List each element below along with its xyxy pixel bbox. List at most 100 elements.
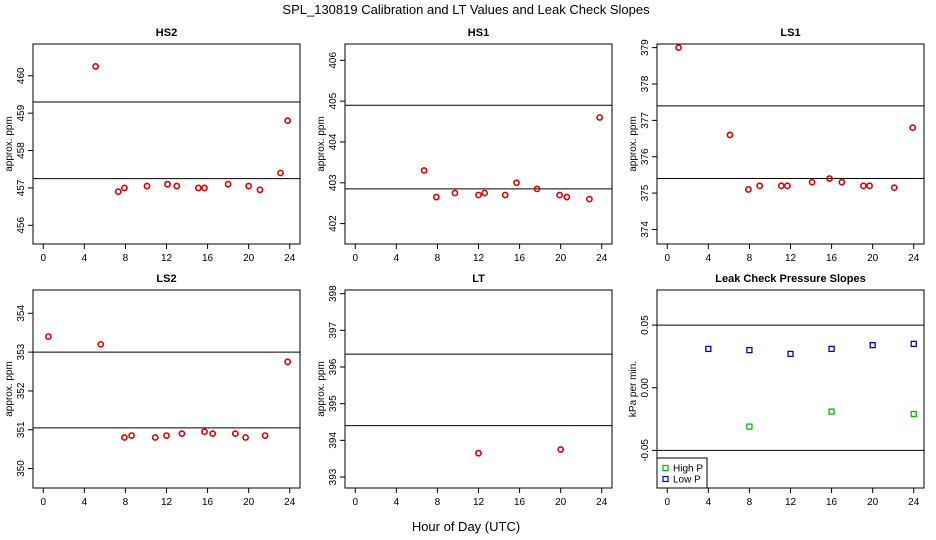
data-point bbox=[838, 178, 846, 186]
y-axis-label: approx. ppm bbox=[316, 361, 327, 417]
y-tick-label: 395 bbox=[328, 395, 339, 412]
x-tick-label: 24 bbox=[284, 497, 296, 508]
x-tick-label: 16 bbox=[826, 497, 838, 508]
y-tick-label: 0.05 bbox=[640, 315, 651, 335]
y-tick-label: 351 bbox=[16, 421, 27, 438]
x-tick-label: 4 bbox=[82, 497, 88, 508]
data-point bbox=[869, 341, 876, 349]
y-tick-label: 402 bbox=[328, 215, 339, 232]
data-point bbox=[201, 428, 208, 436]
panel-title: LS1 bbox=[780, 27, 800, 39]
y-tick-label: 379 bbox=[640, 39, 651, 56]
data-point bbox=[284, 117, 292, 125]
data-point bbox=[231, 430, 239, 438]
figure-title: SPL_130819 Calibration and LT Values and… bbox=[282, 2, 650, 17]
y-tick-label: 394 bbox=[328, 432, 339, 449]
data-point bbox=[164, 180, 171, 188]
data-point bbox=[178, 430, 186, 438]
plot-frame bbox=[656, 43, 925, 245]
x-tick-label: 0 bbox=[40, 497, 46, 508]
data-point bbox=[557, 446, 565, 453]
x-tick-label: 0 bbox=[352, 253, 358, 264]
data-point bbox=[120, 434, 128, 441]
y-axis-label: approx. ppm bbox=[628, 116, 639, 172]
y-tick-label: 459 bbox=[16, 104, 27, 121]
y-tick-label: 393 bbox=[328, 468, 339, 485]
x-tick-label: 12 bbox=[785, 497, 797, 508]
data-point bbox=[586, 195, 593, 203]
y-tick-label: 397 bbox=[328, 322, 339, 339]
data-point bbox=[420, 167, 428, 174]
series-values bbox=[475, 446, 565, 457]
data-point bbox=[173, 182, 181, 190]
x-tick-label: 4 bbox=[394, 253, 400, 264]
data-point bbox=[163, 432, 170, 439]
x-tick-label: 0 bbox=[664, 497, 670, 508]
data-point bbox=[209, 430, 217, 438]
data-point bbox=[120, 184, 128, 192]
data-point bbox=[866, 182, 873, 190]
panel-ls2: LS2 0 4 8 12 16 20 24 350 351 352 353 354 approx. ppm bbox=[4, 273, 301, 508]
x-axis-label: Hour of Day (UTC) bbox=[412, 519, 520, 534]
x-tick-label: 12 bbox=[473, 497, 485, 508]
x-tick-label: 12 bbox=[161, 253, 173, 264]
data-point bbox=[242, 434, 249, 441]
data-point bbox=[224, 180, 232, 188]
data-point bbox=[475, 449, 482, 457]
data-point bbox=[890, 184, 898, 192]
data-point bbox=[746, 347, 753, 354]
panel-hs1: HS1 0 4 8 12 16 20 24 402 403 404 405 406 approx. ppm bbox=[316, 27, 613, 264]
y-tick-label: 354 bbox=[16, 305, 27, 322]
y-axis-label: kPa per min. bbox=[628, 361, 639, 417]
y-tick-label: 405 bbox=[328, 92, 339, 109]
x-tick-label: 8 bbox=[435, 497, 441, 508]
y-tick-label: 404 bbox=[328, 133, 339, 150]
panel-title: HS1 bbox=[468, 27, 489, 39]
x-tick-label: 16 bbox=[202, 253, 214, 264]
x-tick-label: 4 bbox=[394, 497, 400, 508]
legend-marker bbox=[662, 475, 669, 483]
panel-lt: LT 0 4 8 12 16 20 24 393 394 395 396 397 398 approx. p… bbox=[316, 273, 613, 508]
x-tick-label: 24 bbox=[908, 253, 920, 264]
data-point bbox=[143, 182, 151, 190]
data-point bbox=[675, 44, 682, 52]
x-tick-label: 0 bbox=[352, 497, 358, 508]
x-tick-label: 16 bbox=[202, 497, 214, 508]
panel-hs2: HS2 0 4 8 12 16 20 24 456 457 458 459 460 approx. ppm bbox=[4, 27, 301, 264]
data-point bbox=[909, 124, 917, 132]
y-tick-label: 353 bbox=[16, 343, 27, 360]
y-tick-label: 0.00 bbox=[640, 378, 651, 398]
data-point bbox=[45, 333, 52, 340]
data-point bbox=[284, 358, 292, 366]
plot-frame bbox=[32, 289, 301, 489]
series-values bbox=[92, 63, 292, 196]
y-axis-label: approx. ppm bbox=[4, 361, 15, 417]
data-point bbox=[481, 189, 489, 197]
y-tick-label: 457 bbox=[16, 179, 27, 196]
x-tick-label: 20 bbox=[555, 253, 567, 264]
data-point bbox=[596, 114, 604, 121]
x-tick-label: 8 bbox=[123, 497, 129, 508]
x-tick-label: 8 bbox=[747, 497, 753, 508]
data-point bbox=[97, 340, 105, 348]
data-point bbox=[787, 350, 794, 358]
data-point bbox=[513, 179, 520, 187]
data-point bbox=[256, 186, 264, 194]
x-tick-label: 4 bbox=[706, 497, 712, 508]
x-tick-label: 20 bbox=[867, 253, 879, 264]
x-tick-label: 4 bbox=[706, 253, 712, 264]
y-tick-label: 458 bbox=[16, 142, 27, 159]
x-tick-label: 8 bbox=[747, 253, 753, 264]
plot-frame bbox=[344, 289, 613, 489]
x-tick-label: 12 bbox=[161, 497, 173, 508]
data-point bbox=[705, 345, 712, 353]
panel-ls1: LS1 0 4 8 12 16 20 24 374 375 376 377 378 379 approx. … bbox=[628, 27, 925, 264]
series-values bbox=[45, 333, 292, 441]
x-tick-label: 20 bbox=[555, 497, 567, 508]
x-tick-label: 0 bbox=[664, 253, 670, 264]
x-tick-label: 8 bbox=[435, 253, 441, 264]
data-point bbox=[910, 340, 917, 348]
y-tick-label: 396 bbox=[328, 358, 339, 375]
